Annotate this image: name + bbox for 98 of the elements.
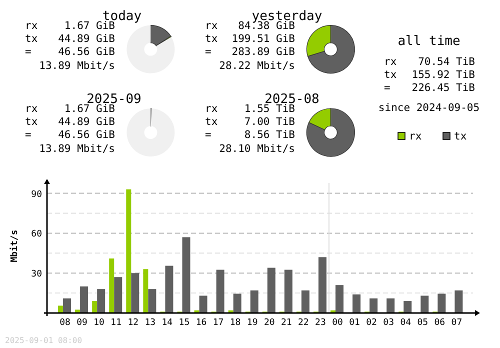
bar [80,286,88,313]
text: rx [384,56,397,68]
text: 28.22 Mbit/s [219,60,295,72]
text: rx [205,20,218,32]
x-tick-label: 23 [315,318,326,328]
bar [233,294,242,313]
x-tick-label: 06 [434,318,446,328]
donut-slice [126,25,175,74]
text: 13.89 Mbit/s [39,143,115,155]
bar [114,277,122,313]
bar [352,294,361,313]
x-tick-label: 14 [162,318,173,328]
x-tick-label: 08 [60,318,70,328]
text: rx [205,103,218,115]
x-tick-label: 19 [246,318,258,328]
x-tick-label: 22 [298,318,309,328]
bar [335,285,344,313]
y-tick-label: 90 [31,190,42,200]
text: tx [25,116,38,128]
bar [454,290,463,313]
bar [63,298,72,313]
text: 44.89 GiB [58,116,115,128]
bar [58,306,64,313]
text: rx [25,103,38,115]
donut-slice [307,25,355,74]
text: 46.56 GiB [58,129,115,141]
bar [420,296,429,313]
x-tick-label: 01 [349,318,360,328]
bar [284,270,292,313]
text: 283.89 GiB [232,46,295,58]
x-tick-label: 10 [94,318,104,328]
text: = [25,46,32,58]
text: since 2024-09-05 [378,102,480,114]
x-tick-label: 16 [196,318,207,328]
bar [404,301,412,313]
bar [318,257,326,313]
text: tx [205,33,218,45]
bar [131,273,140,313]
text: 44.89 GiB [58,33,115,45]
bar [250,290,258,313]
bar [216,270,224,313]
x-tick-label: 13 [144,318,156,328]
text: 70.54 TiB [418,56,475,68]
x-tick-label: 02 [366,318,377,328]
text: tx [384,69,397,81]
bar [301,290,310,313]
bar [386,298,395,313]
y-tick-label: 30 [31,270,42,280]
text: 199.51 GiB [232,33,295,45]
x-tick-label: 20 [264,318,275,328]
text: 7.00 TiB [244,116,295,128]
text: = [205,46,212,58]
y-tick-label: 60 [31,230,42,240]
text: = [384,82,390,94]
bar [75,310,80,313]
text: rx [25,20,38,32]
text: tx [25,33,38,45]
x-tick-label: 05 [417,318,428,328]
bar [182,237,190,313]
x-tick-label: 15 [178,318,190,328]
x-tick-label: 04 [400,318,412,328]
bar [148,289,156,313]
bar [199,296,208,313]
bar [97,289,106,313]
text: = [205,129,212,141]
x-tick-label: 18 [230,318,241,328]
text: 226.45 TiB [412,82,475,94]
text: 13.89 Mbit/s [39,60,115,72]
donut-slice [126,108,175,156]
y-axis-title: Mbit/s [9,230,20,262]
donut-slice [306,108,355,157]
bar [109,258,114,313]
x-tick-label: 09 [76,318,88,328]
text: 155.92 TiB [412,69,475,81]
text: 28.10 Mbit/s [219,143,295,155]
text: 8.56 TiB [244,129,295,141]
bar [143,269,148,313]
x-tick-label: 00 [332,318,343,328]
x-tick-label: 03 [383,318,394,328]
x-tick-label: 07 [451,318,462,328]
legend-label: tx [454,130,467,142]
bar [126,189,132,313]
x-tick-label: 21 [280,318,292,328]
text: all time [398,34,460,49]
x-tick-label: 17 [212,318,224,328]
x-tick-label: 12 [128,318,139,328]
text: 1.55 TiB [244,103,295,115]
x-tick-label: 11 [110,318,122,328]
bar [92,301,98,313]
text: 46.56 GiB [58,46,115,58]
text: = [25,129,32,141]
bar [165,266,174,313]
bar [438,294,446,313]
legend-label: rx [409,130,422,142]
bar [370,298,378,313]
bar [267,268,276,313]
text: tx [205,116,218,128]
donut-slice [150,25,172,46]
